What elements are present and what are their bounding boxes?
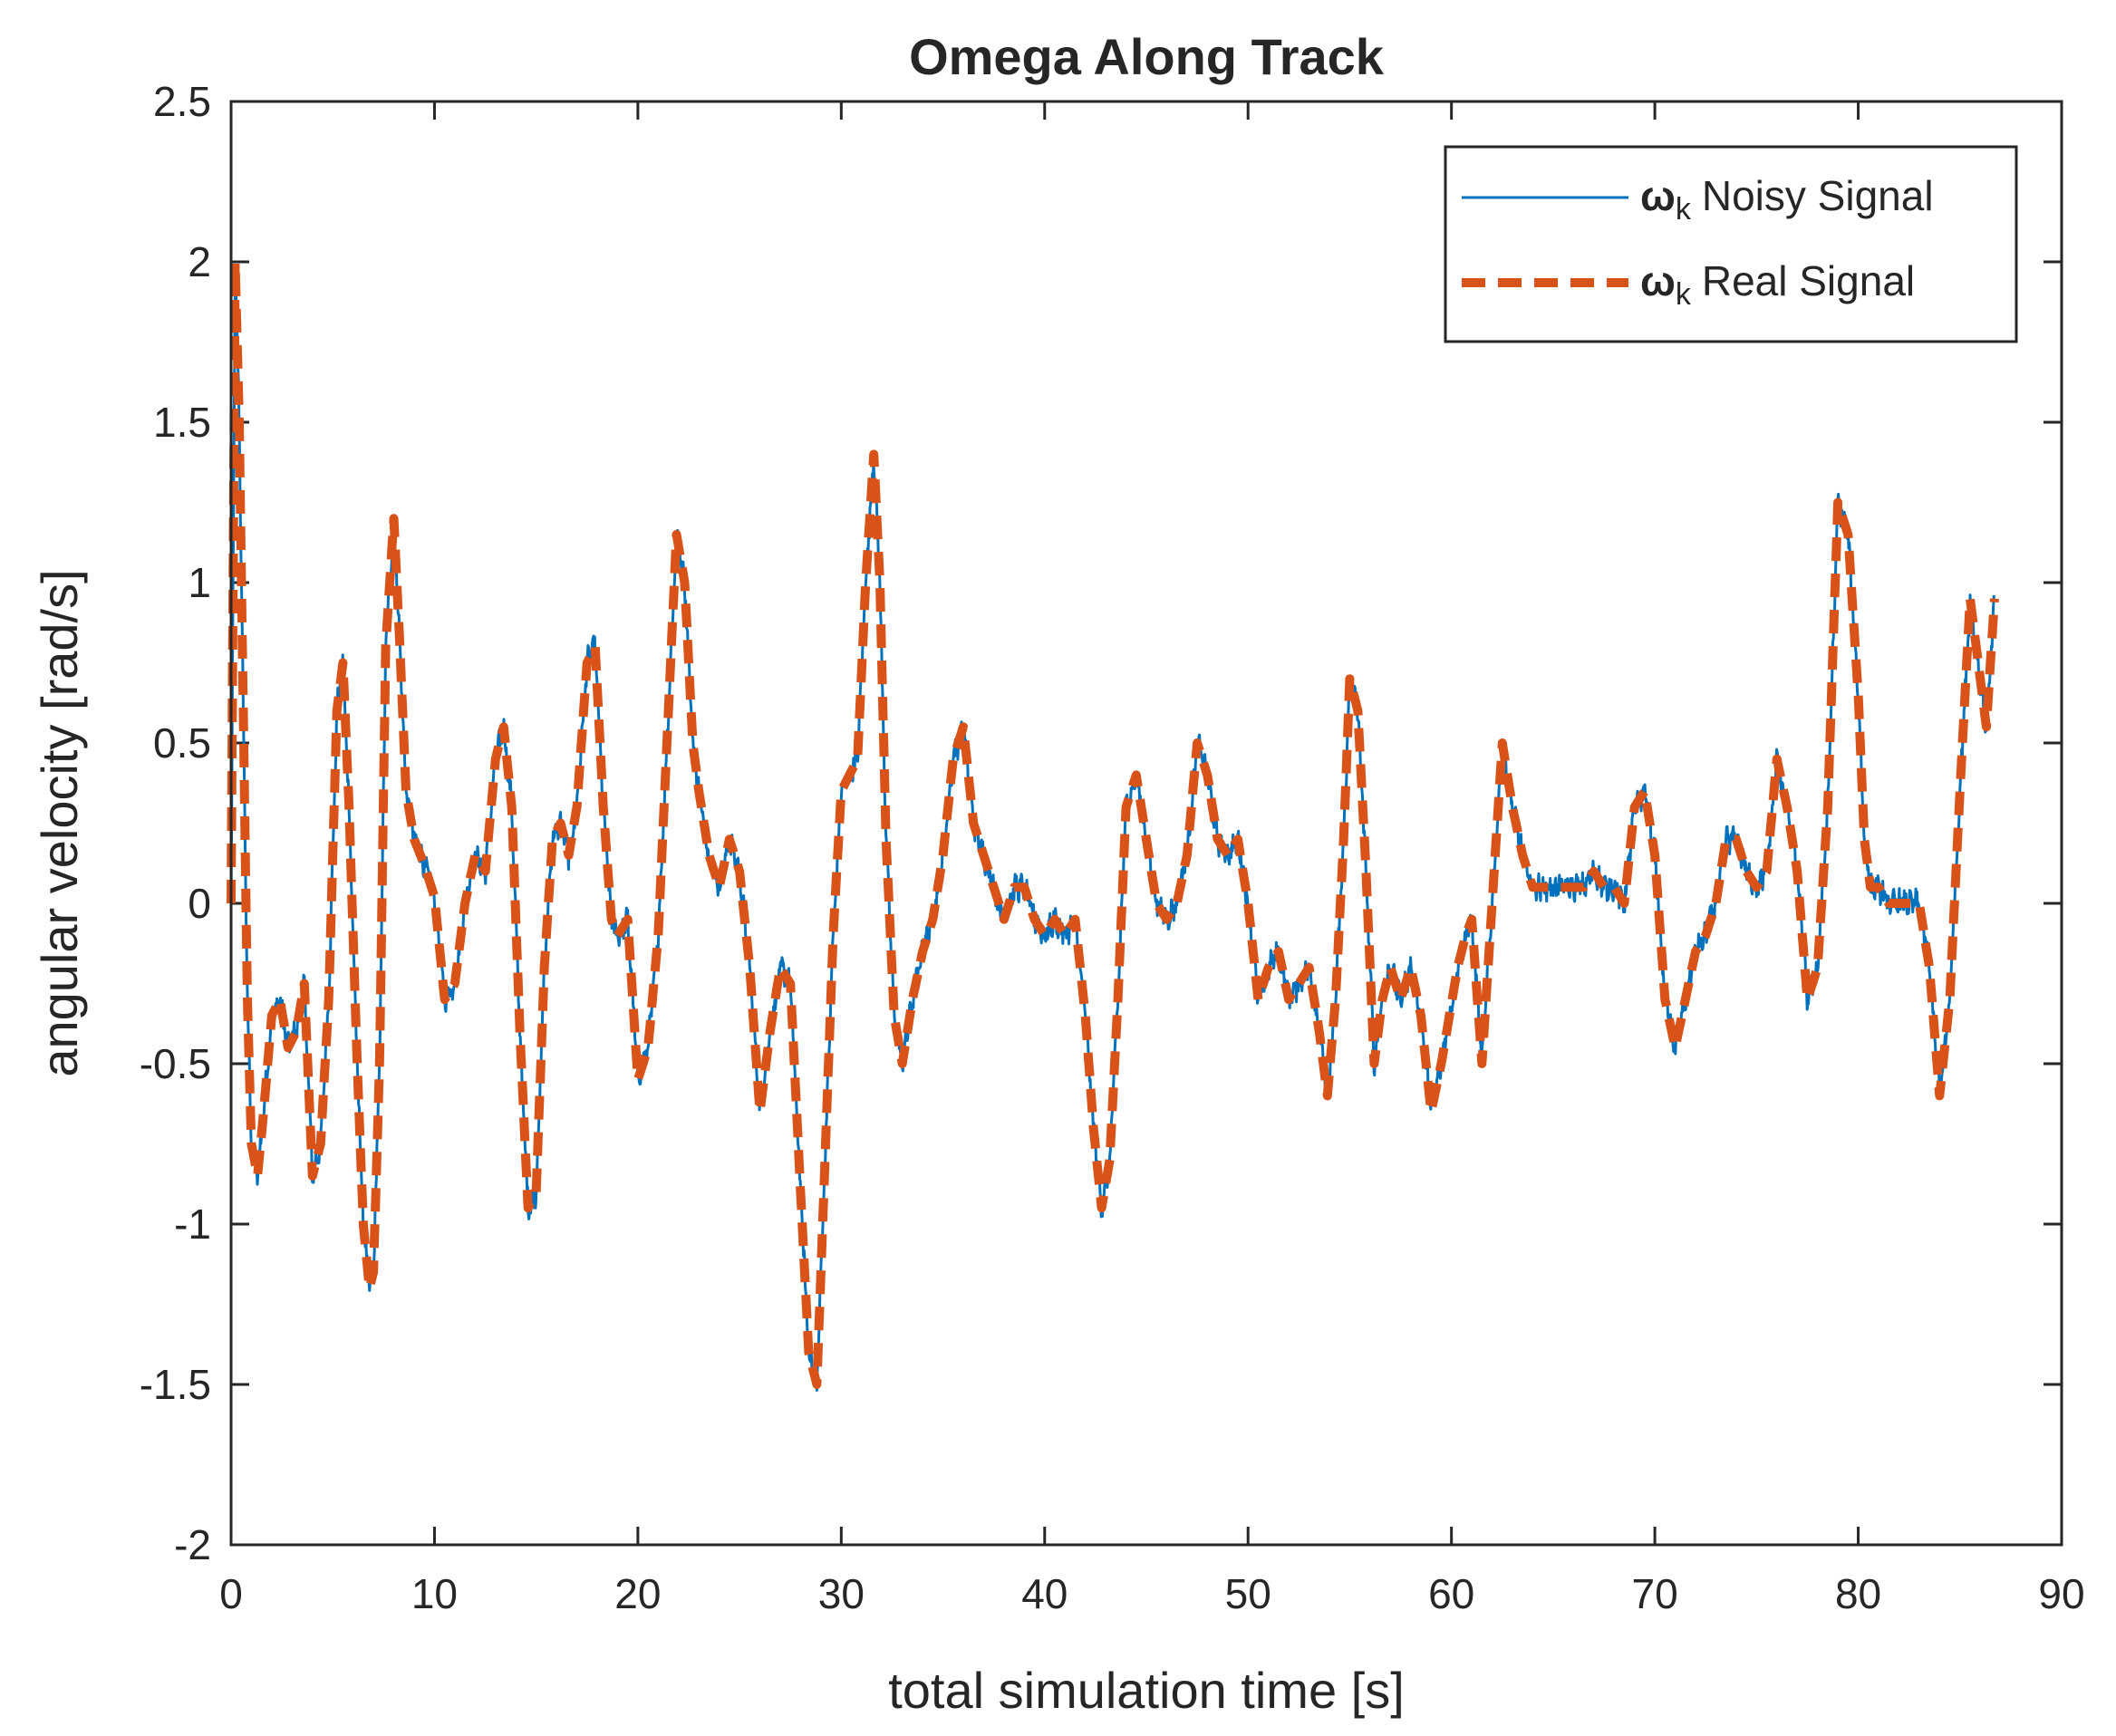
- x-axis-label: total simulation time [s]: [888, 1662, 1405, 1719]
- y-axis-label: angular velocity [rad/s]: [31, 569, 88, 1076]
- x-tick-label: 20: [614, 1570, 661, 1617]
- legend-box: [1444, 145, 2018, 343]
- x-tick-label: 40: [1021, 1570, 1068, 1617]
- y-tick-label: 1: [188, 559, 211, 606]
- legend-real-text: Real Signal: [1702, 257, 1915, 304]
- y-tick-label: 2.5: [153, 78, 211, 125]
- y-tick-label: 1.5: [153, 399, 211, 446]
- y-tick-label: -0.5: [140, 1040, 211, 1087]
- x-tick-label: 80: [1835, 1570, 1881, 1617]
- y-tick-label: 0: [188, 880, 211, 927]
- legend: ωk Noisy Signal ωk Real Signal: [1444, 145, 2018, 343]
- legend-noisy-subscript: k: [1676, 192, 1692, 227]
- x-axis-ticks: 0 10 20 30 40 50 60 70 80 90: [219, 101, 2085, 1617]
- legend-entry-noisy: ωk Noisy Signal: [1640, 172, 1934, 227]
- y-tick-label: -1.5: [140, 1361, 211, 1408]
- chart-title: Omega Along Track: [909, 28, 1385, 85]
- x-tick-label: 50: [1225, 1570, 1271, 1617]
- x-tick-label: 90: [2038, 1570, 2084, 1617]
- x-tick-label: 30: [818, 1570, 865, 1617]
- legend-real-symbol: ω: [1640, 257, 1676, 304]
- y-tick-label: 2: [188, 238, 211, 285]
- x-tick-label: 70: [1632, 1570, 1678, 1617]
- legend-real-subscript: k: [1676, 277, 1692, 312]
- x-tick-label: 60: [1428, 1570, 1474, 1617]
- x-tick-label: 0: [219, 1570, 243, 1617]
- legend-noisy-text: Noisy Signal: [1702, 172, 1934, 219]
- y-tick-label: -1: [174, 1201, 211, 1248]
- legend-noisy-symbol: ω: [1640, 172, 1676, 219]
- axes-box: [229, 100, 2063, 1547]
- series-layer: [227, 257, 1999, 1392]
- y-tick-label: 0.5: [153, 719, 211, 767]
- series-real-line: [227, 257, 1999, 1389]
- x-tick-label: 10: [411, 1570, 458, 1617]
- y-tick-label: -2: [174, 1521, 211, 1568]
- y-axis-ticks: -2 -1.5 -1 -0.5 0 0.5 1 1.5 2 2.5: [140, 78, 2062, 1568]
- legend-entry-real: ωk Real Signal: [1640, 257, 1915, 312]
